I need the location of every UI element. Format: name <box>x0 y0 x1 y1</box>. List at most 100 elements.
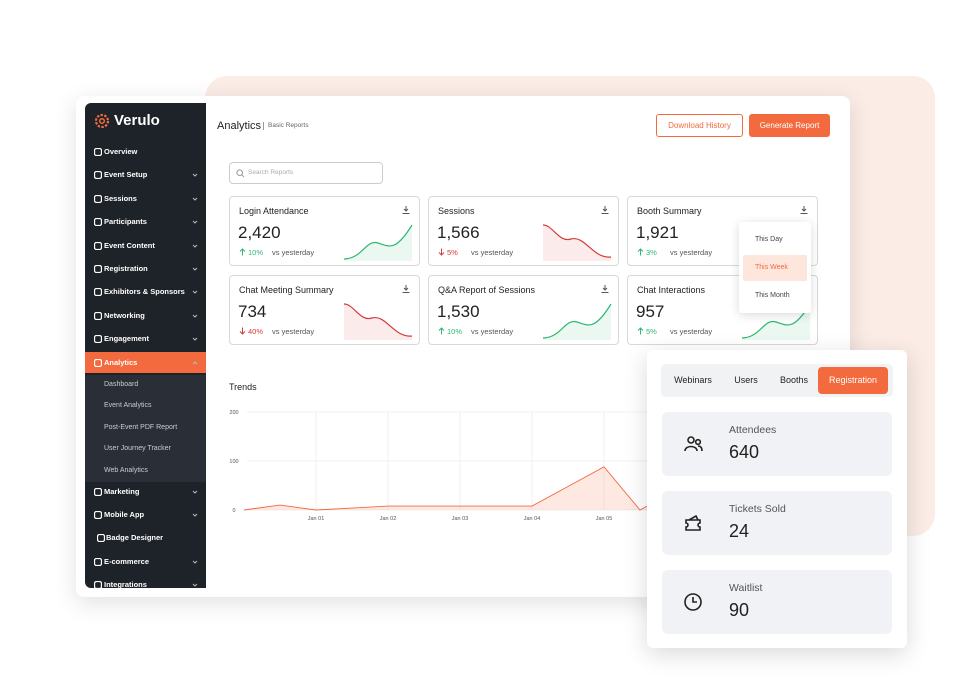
icon-shape <box>94 487 102 496</box>
chevron-path <box>192 244 198 248</box>
nav-item[interactable]: Marketing <box>104 486 140 496</box>
icon-shape <box>94 288 102 297</box>
chevron-path <box>192 197 198 201</box>
submenu-item[interactable]: Web Analytics <box>104 466 148 474</box>
submenu-item[interactable]: Post-Event PDF Report <box>104 423 178 431</box>
download-icon <box>800 206 808 214</box>
submenu-item[interactable]: User Journey Tracker <box>104 445 171 453</box>
arrow-path <box>637 327 644 335</box>
nav-icon <box>94 194 102 203</box>
logo-gear <box>94 113 110 129</box>
nav-item[interactable]: E-commerce <box>104 556 150 566</box>
change-pct: 5% <box>447 248 458 257</box>
icon-part <box>694 438 702 446</box>
nav-item[interactable]: Mobile App <box>104 510 145 519</box>
chevron <box>192 360 198 364</box>
x-tick-label: Jan 05 <box>596 516 613 522</box>
nav-icon <box>94 511 102 519</box>
nav-icon <box>94 265 102 273</box>
nav-item[interactable]: Overview <box>104 147 138 156</box>
stat-card: Attendees 640 <box>662 412 892 476</box>
area-fill <box>244 466 676 510</box>
dropdown-option[interactable]: This Month <box>755 292 790 299</box>
y-tick-label: 100 <box>229 459 238 465</box>
download-icon <box>402 206 410 214</box>
chevron-path <box>192 583 198 587</box>
change-note: vs yesterday <box>272 248 315 257</box>
search-box[interactable]: Search Reports <box>229 162 383 184</box>
dropdown-option[interactable]: This Week <box>743 255 807 281</box>
header-button[interactable]: Download History <box>656 114 743 137</box>
lens <box>236 169 243 176</box>
icon-part <box>692 597 697 603</box>
report-card: Chat Meeting Summary 734 40% vs yesterday <box>229 275 420 345</box>
nav-item[interactable]: Integrations <box>104 580 147 588</box>
tab[interactable]: Booths <box>779 375 809 385</box>
chevron-path <box>192 174 198 178</box>
arrow-path <box>438 327 445 335</box>
chevron <box>192 267 198 271</box>
stat-icon <box>684 436 703 452</box>
sidebar: Verulo Overview Event Setup Sessions Partici… <box>85 103 206 588</box>
chart-title: Trends <box>229 382 257 392</box>
area-line <box>243 466 677 511</box>
nav-icon <box>94 218 102 227</box>
icon-shape <box>94 557 102 566</box>
active-band <box>85 352 206 374</box>
stat-value: 640 <box>729 442 760 462</box>
nav-icon <box>94 581 102 588</box>
card-value: 734 <box>238 302 267 321</box>
card-title: Booth Summary <box>637 206 702 216</box>
period-dropdown: This Day This Week This Month <box>739 222 811 313</box>
stat-value: 90 <box>729 600 750 620</box>
header-button[interactable]: Generate Report <box>749 114 830 137</box>
download-path <box>601 285 609 293</box>
icon-part <box>684 593 702 611</box>
report-card: Login Attendance 2,420 10% vs yesterday <box>229 196 420 266</box>
sparkline <box>542 303 612 340</box>
icon-shape <box>94 148 102 156</box>
nav-icon <box>94 171 102 180</box>
stat-icon <box>684 593 702 611</box>
tab[interactable]: Users <box>734 375 758 385</box>
nav-item[interactable]: Event Content <box>104 240 155 250</box>
report-card: Sessions 1,566 5% vs yesterday <box>428 196 619 266</box>
nav-item[interactable]: Badge Designer <box>106 533 164 543</box>
chevron-path <box>192 267 198 271</box>
nav-item[interactable]: Sessions <box>104 193 137 203</box>
arrow-path <box>438 248 445 256</box>
nav-item[interactable]: Networking <box>104 310 145 320</box>
nav-icon <box>97 534 105 543</box>
stat-icon <box>685 514 701 531</box>
tab[interactable]: Webinars <box>674 375 712 385</box>
chevron <box>192 174 198 178</box>
nav-icon <box>94 311 102 320</box>
nav-item[interactable]: Event Setup <box>104 170 148 180</box>
icon-shape <box>94 358 102 367</box>
x-tick-label: Jan 04 <box>524 516 541 522</box>
nav-item[interactable]: Participants <box>104 217 147 227</box>
nav-item[interactable]: Registration <box>104 264 148 273</box>
submenu-item[interactable]: Event Analytics <box>104 402 152 410</box>
tab[interactable]: Registration <box>818 367 888 394</box>
card-value: 1,566 <box>437 223 480 242</box>
dropdown-option[interactable]: This Day <box>755 236 783 243</box>
nav-icon <box>94 241 102 250</box>
arrow-path <box>239 248 246 256</box>
card-title: Q&A Report of Sessions <box>438 285 536 295</box>
x-tick-label: Jan 01 <box>308 516 325 522</box>
nav-item[interactable]: Exhibitors & Sponsors <box>104 287 185 297</box>
submenu-item[interactable]: Dashboard <box>104 380 139 388</box>
change-note: vs yesterday <box>272 327 315 336</box>
nav-icon <box>94 335 102 344</box>
trend-arrow <box>637 327 644 335</box>
nav-item[interactable]: Analytics <box>104 357 138 367</box>
icon-part <box>697 445 703 452</box>
sparkline <box>741 303 811 340</box>
change-pct: 10% <box>447 327 463 336</box>
download-icon <box>601 206 609 214</box>
sparkline-line <box>343 224 413 260</box>
icon-part <box>687 436 695 444</box>
nav-item[interactable]: Engagement <box>104 334 150 344</box>
